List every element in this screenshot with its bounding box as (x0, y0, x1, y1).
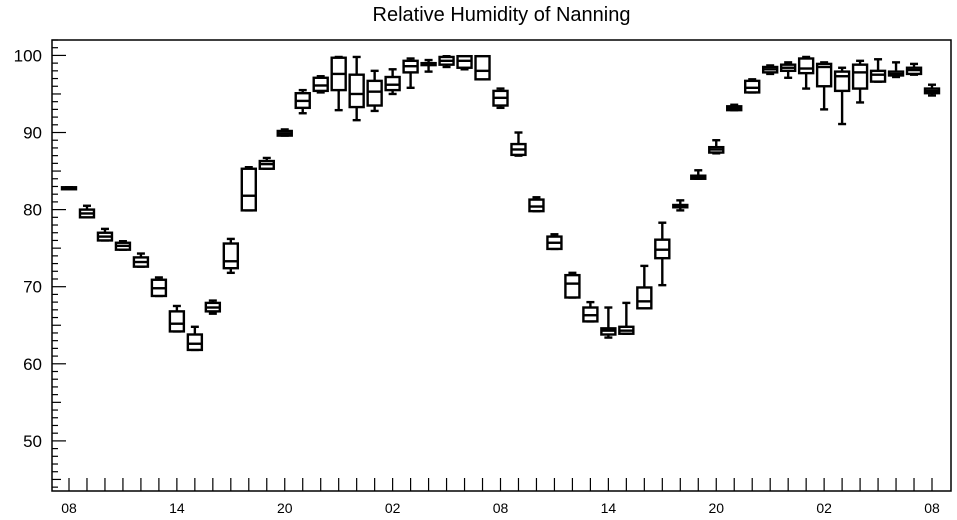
box-plot-item (905, 62, 923, 76)
y-tick-label: 100 (14, 46, 42, 65)
box-plot-item (420, 58, 437, 73)
box-plot-item (312, 75, 329, 94)
box-plot-item (366, 69, 383, 113)
box-plot-item (294, 88, 311, 115)
box-plot-item (672, 199, 689, 212)
box-plot-item (168, 304, 186, 333)
box-plot-item (384, 68, 401, 96)
box-plot-item (528, 196, 545, 213)
y-tick-label: 60 (23, 355, 42, 374)
box-plot-item (600, 306, 617, 339)
x-tick-label: 20 (708, 500, 724, 516)
x-tick-label: 20 (277, 500, 293, 516)
box-plot-item (851, 59, 869, 104)
box-plot-item (492, 87, 509, 110)
box-plot-item (78, 204, 96, 219)
box-iqr (797, 57, 815, 75)
y-tick-label: 80 (23, 201, 42, 220)
box-plot-item (654, 221, 671, 287)
x-tick-label: 08 (924, 500, 940, 516)
x-tick-label: 08 (61, 500, 77, 516)
box-plot-item (330, 55, 347, 112)
box-plot-item (690, 169, 707, 180)
x-tick-label: 02 (385, 500, 401, 516)
box-plot-item (150, 276, 168, 298)
box-plot-item (240, 166, 257, 212)
box-plot-item (708, 139, 725, 155)
box-plot-item (204, 299, 222, 315)
box-plot-item (779, 61, 797, 79)
box-plot-item (833, 66, 851, 126)
box-plot-item (510, 131, 527, 157)
box-iqr (869, 69, 887, 83)
box-plot-item (348, 55, 365, 122)
y-tick-label: 50 (23, 432, 42, 451)
x-axis: 08 14 20 02 08 14 20 02 08 (61, 478, 940, 516)
box-plot-item (887, 61, 905, 79)
box-plot-item (438, 54, 455, 69)
box-iqr (348, 73, 365, 109)
box-iqr (240, 167, 257, 212)
y-axis: 50 60 70 80 90 100 (14, 39, 66, 488)
box-iqr (366, 79, 383, 107)
box-plot-item (761, 64, 779, 76)
plot-frame (51, 39, 952, 492)
box-iqr (636, 286, 653, 310)
x-tick-label: 14 (169, 500, 185, 516)
box-plot-item (869, 58, 887, 83)
box-plot-item (456, 54, 473, 71)
box-series (60, 54, 941, 352)
box-plot-item (186, 325, 204, 352)
chart-title: Relative Humidity of Nanning (372, 4, 631, 26)
box-plot-item (582, 300, 599, 323)
box-iqr (833, 70, 851, 93)
y-tick-label: 70 (23, 278, 42, 297)
box-plot-item (815, 61, 833, 111)
x-tick-label: 02 (816, 500, 832, 516)
box-iqr (474, 54, 491, 81)
x-tick-label: 08 (493, 500, 509, 516)
box-plot-item (923, 83, 941, 97)
box-iqr (222, 242, 240, 270)
box-plot-item (276, 128, 293, 137)
box-plot-item (60, 186, 78, 191)
box-plot-item (132, 252, 150, 268)
box-plot-item (258, 156, 275, 170)
box-plot-item (474, 54, 491, 81)
box-plot-item (797, 55, 815, 90)
box-plot-item (114, 240, 132, 251)
box-iqr (564, 273, 581, 299)
box-plot-item (546, 233, 563, 251)
box-iqr (186, 333, 204, 352)
box-plot-item (636, 264, 653, 310)
box-plot-item (222, 237, 240, 275)
box-plot-item (744, 78, 761, 94)
y-tick-label: 90 (23, 124, 42, 143)
x-tick-label: 14 (601, 500, 617, 516)
box-plot-item (726, 103, 743, 112)
box-iqr (851, 63, 869, 90)
box-plot-item (96, 227, 114, 242)
box-plot-item (564, 271, 581, 299)
box-plot-item (618, 301, 635, 335)
box-iqr (815, 62, 833, 88)
box-iqr (168, 310, 186, 333)
box-plot-item (402, 57, 419, 89)
